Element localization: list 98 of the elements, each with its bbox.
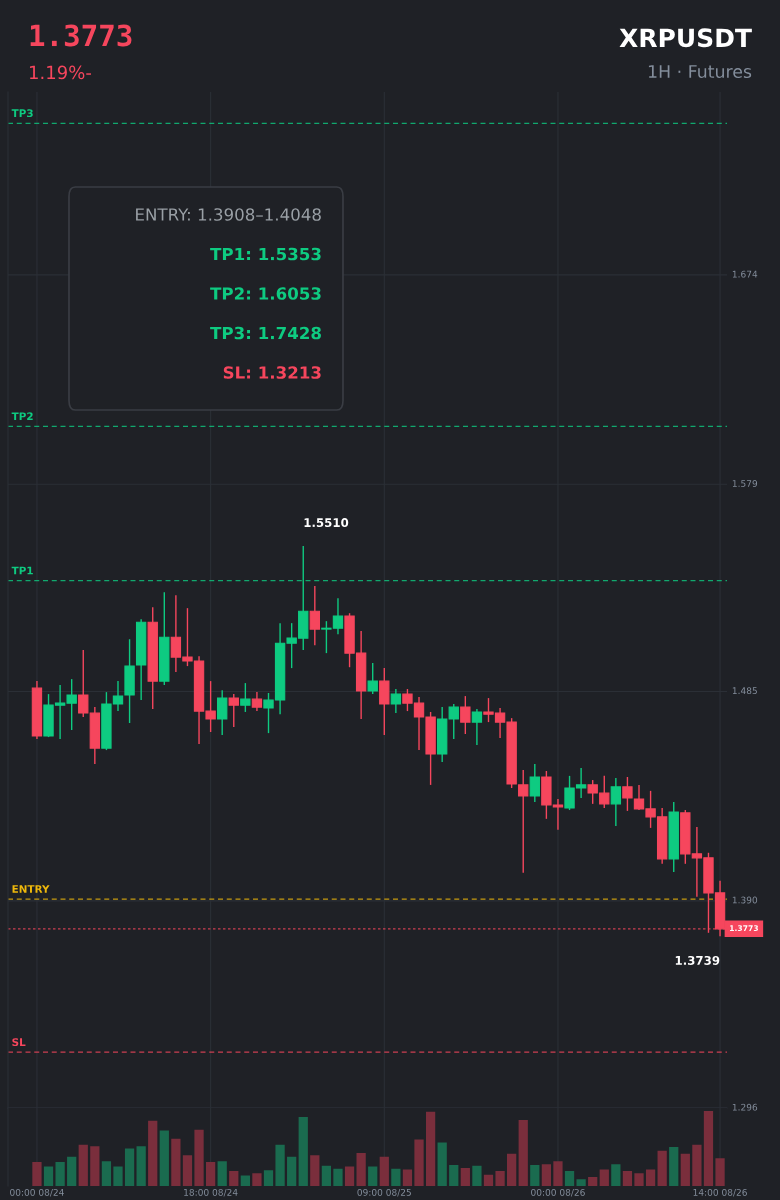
candlestick [610, 777, 622, 827]
x-tick-label: 18:00 08/24 [184, 1188, 238, 1197]
bar [425, 1111, 436, 1186]
bar [240, 1175, 250, 1186]
candlestick [379, 667, 390, 736]
bar [611, 1164, 621, 1186]
y-tick-label: 1.674 [732, 270, 758, 278]
ref-line-label: TP3 [11, 109, 33, 118]
ref-line-label: ENTRY [12, 885, 50, 893]
bar [634, 1173, 644, 1186]
bar [148, 1120, 158, 1186]
bar [333, 1168, 343, 1186]
bar [622, 1171, 633, 1186]
bar [541, 1164, 552, 1186]
bar [298, 1117, 308, 1186]
y-tick-label: 1.579 [732, 480, 758, 487]
bar [67, 1156, 77, 1186]
candlestick [471, 708, 483, 746]
bar [43, 1166, 54, 1186]
bar [472, 1165, 482, 1186]
chart-subtitle: 1H · Futures [648, 65, 752, 79]
x-tick-label: 00:00 08/26 [531, 1188, 585, 1197]
bar [263, 1170, 274, 1186]
ref-line-label: SL [12, 1038, 26, 1047]
bar [715, 1158, 725, 1186]
bar [692, 1144, 702, 1186]
bar [495, 1171, 505, 1186]
bar [275, 1144, 285, 1186]
bar [171, 1138, 181, 1186]
bar [101, 1161, 112, 1186]
bar [507, 1153, 517, 1186]
text: 1.3773 [30, 24, 132, 47]
bar [90, 1146, 100, 1186]
bar [344, 1166, 355, 1186]
x-tick-label: 14:00 08/26 [693, 1188, 747, 1197]
y-tick-label: 1.390 [732, 896, 758, 904]
bar [588, 1177, 598, 1186]
candlestick [309, 585, 321, 646]
ref-line-label: TP1 [11, 566, 33, 575]
bar [78, 1144, 88, 1186]
bar [32, 1162, 42, 1186]
bar [518, 1120, 528, 1186]
bar [414, 1139, 424, 1186]
ref-line-label: TP2 [11, 412, 33, 420]
bar [657, 1150, 667, 1186]
bar [217, 1161, 227, 1186]
candlestick [228, 693, 239, 728]
y-tick-label: 1.296 [732, 1103, 758, 1111]
bar [437, 1142, 447, 1186]
bar [553, 1161, 563, 1186]
bar [356, 1153, 366, 1186]
bar [379, 1156, 389, 1186]
annotation: TP2: 1.6053 [210, 287, 321, 300]
bar [483, 1174, 494, 1186]
bar [136, 1146, 146, 1186]
bar [205, 1162, 216, 1186]
bar [55, 1162, 65, 1186]
bar [229, 1171, 239, 1186]
annotation: 1.5510 [304, 518, 349, 528]
bar [449, 1165, 459, 1186]
bar [124, 1148, 135, 1186]
bar [564, 1171, 575, 1186]
bar [287, 1156, 297, 1186]
bar [159, 1130, 169, 1186]
bar [252, 1173, 262, 1186]
candlestick [240, 682, 251, 713]
candlestick [367, 662, 378, 695]
bar [113, 1166, 123, 1186]
bar [530, 1165, 540, 1186]
bar [669, 1147, 679, 1186]
bar [310, 1155, 320, 1186]
x-tick-label: 09:00 08/25 [357, 1188, 411, 1197]
bar [576, 1179, 586, 1186]
candlestick [251, 691, 263, 712]
bar [460, 1168, 470, 1186]
bar [321, 1165, 332, 1186]
annotation: ENTRY: 1.3908–1.4048 [136, 208, 321, 221]
bar [599, 1169, 609, 1186]
candlestick [460, 695, 471, 735]
y-tick-label: 1.485 [732, 687, 757, 695]
bar [194, 1129, 204, 1186]
candlestick [529, 763, 540, 803]
bar [680, 1153, 690, 1186]
bar [402, 1169, 413, 1186]
text: 1.19%- [29, 65, 91, 80]
bar [368, 1166, 378, 1186]
bar [645, 1169, 656, 1186]
x-tick-label: 00:00 08/24 [10, 1188, 64, 1197]
annotation: SL: 1.3213 [223, 366, 321, 379]
annotation: 1.3739 [675, 955, 720, 965]
bar [703, 1111, 714, 1186]
annotation: TP3: 1.7428 [210, 326, 321, 340]
bar [391, 1168, 401, 1186]
candlestick [390, 688, 402, 714]
chart-title: XRPUSDT [619, 28, 752, 48]
bar [182, 1155, 193, 1186]
annotation: TP1: 1.5353 [210, 247, 321, 261]
candlestick [217, 689, 228, 736]
